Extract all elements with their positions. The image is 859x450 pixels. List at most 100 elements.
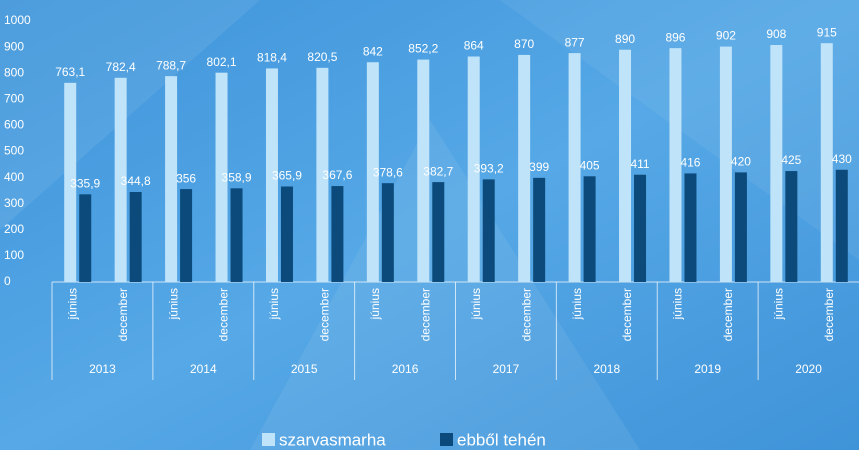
bar	[381, 183, 394, 282]
value-label: 908	[766, 27, 786, 41]
value-label: 405	[580, 158, 600, 172]
value-label: 782,4	[106, 60, 136, 74]
bar	[316, 67, 329, 282]
value-label: 818,4	[257, 51, 287, 65]
bar	[215, 72, 228, 282]
x-tick-label: december	[116, 288, 130, 341]
bar	[518, 54, 531, 283]
bar	[467, 56, 480, 282]
y-tick-label: 500	[4, 144, 24, 158]
bar	[533, 177, 546, 282]
bar	[770, 45, 783, 283]
value-label: 399	[529, 160, 549, 174]
value-label: 382,7	[423, 164, 453, 178]
value-label: 416	[680, 156, 700, 170]
y-tick-label: 400	[4, 170, 24, 184]
value-label: 430	[832, 152, 852, 166]
x-tick-label: június	[368, 288, 382, 320]
bar	[684, 173, 697, 282]
value-label: 915	[817, 25, 837, 39]
x-tick-label: június	[570, 288, 584, 320]
value-label: 842	[363, 44, 383, 58]
value-label: 864	[464, 39, 484, 53]
legend-swatch	[262, 433, 275, 446]
value-label: 870	[514, 37, 534, 51]
x-tick-label: június	[166, 288, 180, 320]
value-label: 802,1	[207, 55, 237, 69]
x-tick-label: június	[267, 288, 281, 320]
bar	[785, 171, 798, 282]
bar	[482, 179, 495, 282]
group-label: 2017	[493, 362, 520, 376]
x-tick-label: december	[318, 288, 332, 341]
value-label: 365,9	[272, 169, 302, 183]
value-label: 356	[176, 171, 196, 185]
bar	[79, 194, 92, 282]
x-tick-label: december	[620, 288, 634, 341]
value-label: 896	[665, 30, 685, 44]
value-label: 335,9	[70, 177, 100, 191]
bar	[64, 82, 77, 282]
bar	[568, 53, 581, 283]
x-tick-label: december	[519, 288, 533, 341]
y-tick-label: 100	[4, 248, 24, 262]
y-tick-label: 300	[4, 196, 24, 210]
legend-label: szarvasmarha	[279, 430, 386, 449]
value-label: 411	[630, 157, 649, 171]
value-label: 393,2	[474, 162, 504, 176]
bar	[366, 62, 379, 282]
group-label: 2013	[89, 362, 116, 376]
value-label: 877	[565, 35, 585, 49]
group-label: 2020	[795, 362, 822, 376]
bar	[734, 172, 747, 282]
x-tick-label: június	[671, 288, 685, 320]
y-tick-label: 700	[4, 91, 24, 105]
x-tick-label: június	[65, 288, 79, 320]
bar	[331, 186, 344, 282]
x-tick-label: december	[721, 288, 735, 341]
bar	[432, 182, 445, 282]
bar	[835, 169, 848, 282]
bar	[230, 188, 243, 282]
bar	[669, 48, 682, 283]
value-label: 902	[716, 29, 736, 43]
x-tick-label: december	[418, 288, 432, 341]
y-tick-label: 800	[4, 65, 24, 79]
bar	[634, 174, 647, 282]
group-label: 2015	[291, 362, 318, 376]
value-label: 425	[781, 153, 801, 167]
value-label: 367,6	[322, 168, 352, 182]
bar	[165, 76, 178, 283]
value-label: 344,8	[121, 174, 151, 188]
y-tick-label: 1000	[4, 13, 31, 27]
legend-label: ebből tehén	[457, 430, 546, 449]
value-label: 420	[731, 155, 751, 169]
bar	[417, 59, 430, 282]
bar	[820, 43, 833, 283]
group-label: 2018	[593, 362, 620, 376]
value-label: 820,5	[307, 50, 337, 64]
y-tick-label: 900	[4, 39, 24, 53]
x-tick-label: december	[217, 288, 231, 341]
value-label: 378,6	[373, 165, 403, 179]
group-label: 2019	[694, 362, 721, 376]
value-label: 763,1	[55, 65, 85, 79]
value-label: 890	[615, 32, 635, 46]
bar	[583, 176, 596, 282]
group-label: 2014	[190, 362, 217, 376]
bar	[619, 49, 632, 283]
legend-swatch	[440, 433, 453, 446]
value-label: 358,9	[222, 170, 252, 184]
x-tick-label: december	[822, 288, 836, 341]
y-tick-label: 0	[4, 274, 11, 288]
group-label: 2016	[392, 362, 419, 376]
bg-shape	[250, 120, 640, 450]
bar	[114, 77, 127, 282]
bar	[129, 192, 142, 282]
x-tick-label: június	[469, 288, 483, 320]
bar	[180, 189, 193, 282]
bar	[719, 46, 732, 282]
value-label: 852,2	[408, 42, 438, 56]
